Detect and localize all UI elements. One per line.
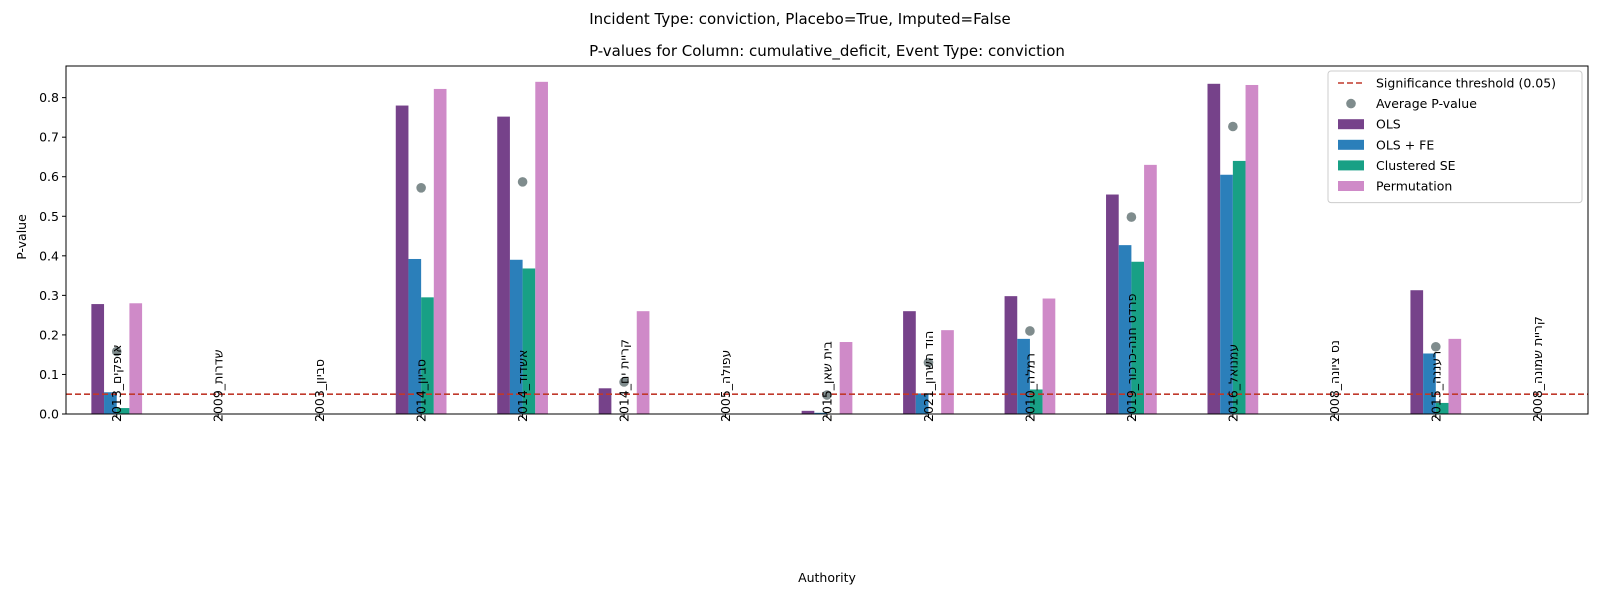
bar-clustered-se-10 <box>1131 261 1145 414</box>
bar-ols-13 <box>1410 290 1424 414</box>
legend-swatch-ols <box>1338 119 1364 130</box>
legend-label-permutation: Permutation <box>1376 179 1452 194</box>
legend-swatch-permutation <box>1338 181 1364 191</box>
bar-clustered-se-0 <box>116 408 130 414</box>
x-tick-label-14: קריית שמונה_2008 <box>1530 316 1545 422</box>
bar-permutation-11 <box>1245 84 1259 415</box>
average-point-13 <box>1431 341 1441 352</box>
x-tick-label-11: עמנואל_2016 <box>1225 344 1240 422</box>
y-tick-label-6: 0.6 <box>39 169 59 184</box>
y-tick-label-4: 0.4 <box>39 248 59 263</box>
legend-label-ols: OLS <box>1376 117 1401 132</box>
chart-suptitle: Incident Type: conviction, Placebo=True,… <box>589 10 1010 28</box>
legend-label-average-p-value: Average P-value <box>1376 96 1477 111</box>
y-tick-label-7: 0.7 <box>39 130 59 145</box>
average-point-5 <box>619 377 629 387</box>
y-tick-label-1: 0.1 <box>39 367 59 382</box>
bar-ols-fe-8 <box>915 393 929 414</box>
bar-ols-5 <box>598 388 612 414</box>
x-tick-label-4: אשדוד_2014 <box>515 350 530 422</box>
average-point-0 <box>111 346 122 357</box>
bar-ols-fe-0 <box>104 392 117 414</box>
x-tick-label-2: סביון_2003 <box>312 359 327 422</box>
bar-ols-fe-9 <box>1017 338 1030 414</box>
legend-label-clustered-se: Clustered SE <box>1376 158 1456 173</box>
bar-ols-7 <box>801 410 815 414</box>
average-point-11 <box>1228 121 1238 132</box>
average-point-3 <box>416 183 426 193</box>
legend-swatch-clustered-se <box>1338 160 1364 171</box>
bar-permutation-4 <box>535 81 548 415</box>
y-tick-label-3: 0.3 <box>39 288 59 303</box>
x-tick-label-9: רמלה_2010 <box>1022 353 1037 422</box>
bar-permutation-5 <box>636 311 650 414</box>
average-point-8 <box>923 357 934 368</box>
bar-permutation-9 <box>1042 298 1056 414</box>
bar-clustered-se-13 <box>1435 402 1449 414</box>
average-point-7 <box>822 390 832 400</box>
y-tick-label-8: 0.8 <box>39 90 59 105</box>
average-point-10 <box>1126 212 1137 222</box>
x-tick-label-13: רעננה_2015 <box>1428 351 1443 422</box>
bar-permutation-8 <box>941 330 954 414</box>
bar-ols-0 <box>91 304 105 414</box>
average-point-9 <box>1025 326 1035 336</box>
y-tick-label-0: 0.0 <box>39 407 59 422</box>
x-tick-label-5: קריית ים_2014 <box>617 339 632 422</box>
x-tick-label-3: סביון_2014 <box>414 359 429 422</box>
legend-label-ols-fe: OLS + FE <box>1376 137 1434 152</box>
bar-clustered-se-9 <box>1029 389 1043 414</box>
bar-permutation-13 <box>1448 338 1462 414</box>
bar-permutation-10 <box>1144 164 1157 414</box>
y-axis-label: P-value <box>14 214 29 260</box>
x-tick-label-0: אופקים_2013 <box>109 344 124 422</box>
x-tick-label-6: עפולה_2005 <box>718 350 733 422</box>
legend: Significance threshold (0.05) Average P-v… <box>1327 70 1583 204</box>
x-axis-label: Authority <box>798 570 856 585</box>
bar-ols-fe-4 <box>509 259 523 414</box>
y-tick-label-2: 0.2 <box>39 327 59 342</box>
y-tick-label-5: 0.5 <box>39 209 59 224</box>
plot-area: 0.0 0.1 0.2 0.3 0.4 0.5 0.6 0.7 0.8 אופקים_2013 שד… <box>39 65 1589 422</box>
bar-ols-fe-7 <box>814 412 827 414</box>
bar-clustered-se-4 <box>522 268 536 414</box>
bar-ols-fe-13 <box>1423 353 1436 414</box>
x-tick-label-8: הוד השרון_2021 <box>921 331 936 422</box>
bar-ols-fe-10 <box>1118 245 1132 414</box>
bar-permutation-0 <box>129 303 143 414</box>
bar-ols-8 <box>903 311 916 414</box>
bar-permutation-7 <box>839 342 853 414</box>
bar-permutation-3 <box>433 88 447 414</box>
bar-clustered-se-11 <box>1232 160 1246 414</box>
x-tick-label-7: בית שאן_2015 <box>820 341 835 422</box>
legend-swatch-ols-fe <box>1338 139 1364 150</box>
bar-ols-10 <box>1106 194 1119 414</box>
legend-box <box>1327 70 1583 204</box>
bar-ols-fe-11 <box>1220 174 1233 414</box>
bar-clustered-se-3 <box>421 297 434 414</box>
average-point-4 <box>517 177 528 187</box>
x-tick-label-10: פרדס חנה-כרכור_2019 <box>1124 293 1139 422</box>
bar-ols-4 <box>497 116 510 415</box>
bar-ols-3 <box>395 105 409 414</box>
bar-ols-11 <box>1207 83 1221 414</box>
chart-title: P-values for Column: cumulative_deficit,… <box>589 42 1065 61</box>
legend-swatch-average-p-value <box>1346 98 1356 109</box>
x-tick-label-12: נס ציונה_2008 <box>1327 340 1342 422</box>
x-tick-label-1: שדרות_2009 <box>211 349 226 422</box>
bar-ols-9 <box>1004 296 1018 414</box>
bar-ols-fe-3 <box>408 258 422 414</box>
legend-label-significance-threshold-0-05: Significance threshold (0.05) <box>1376 76 1556 91</box>
